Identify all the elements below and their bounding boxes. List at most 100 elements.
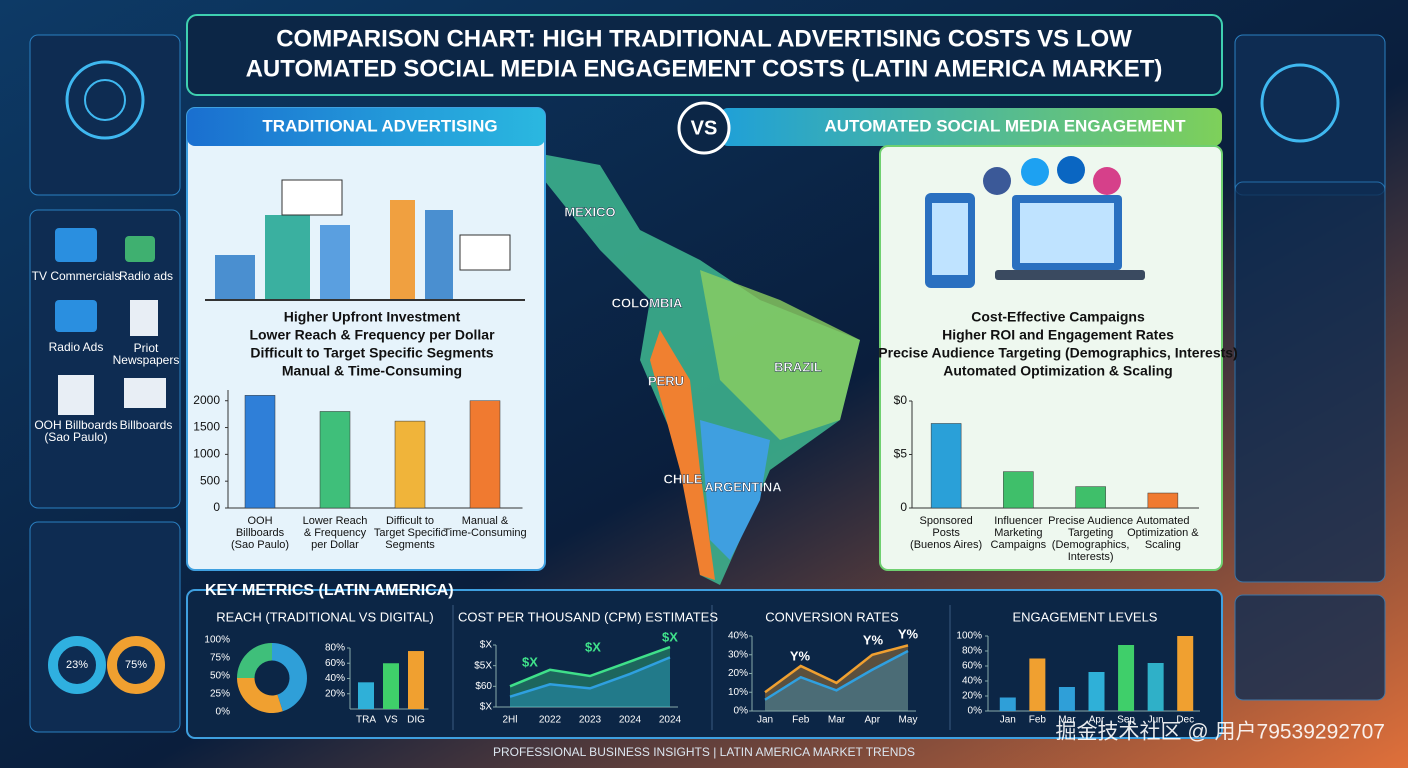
chart-title: CONVERSION RATES <box>765 609 899 624</box>
watermark: 掘金技术社区 @ 用户79539292707 <box>1056 721 1385 744</box>
bar <box>1029 658 1046 711</box>
mini-donut-label: 75% <box>125 659 147 671</box>
y-tick-label: 100% <box>956 631 982 642</box>
right-header <box>720 108 1222 146</box>
map-label: PERU <box>648 373 684 388</box>
sidebar-label: OOH Billboards (Sao Paulo) <box>34 418 117 444</box>
billboards-icon <box>124 378 166 408</box>
y-tick-label: 500 <box>200 473 220 487</box>
x-tick-label: Mar <box>828 715 846 726</box>
y-tick-label: 50% <box>210 671 230 682</box>
text-line: OOH Billboards <box>34 418 117 432</box>
x-tick-label: Jun <box>1148 715 1164 726</box>
chart-title: COST PER THOUSAND (CPM) ESTIMATES <box>458 609 718 624</box>
x-tick-label: Manual & Time-Consuming <box>443 515 526 539</box>
left-header <box>187 108 545 146</box>
x-tick-label: Feb <box>792 715 810 726</box>
annotation: $X <box>662 629 678 644</box>
left-point: Manual & Time-Consuming <box>282 363 462 379</box>
y-tick-label: $X <box>480 640 493 651</box>
sidebar-label: Billboards <box>120 418 173 432</box>
left-point: Difficult to Target Specific Segments <box>250 345 493 361</box>
y-tick-label: $0 <box>894 393 908 407</box>
annotation: Y% <box>863 632 884 647</box>
mini-donut-label: 23% <box>66 659 88 671</box>
sidebar-label: Priot Newspapers <box>113 341 180 367</box>
bar <box>999 697 1016 711</box>
donut-slice <box>272 643 307 712</box>
left-point: Higher Upfront Investment <box>284 309 461 325</box>
newspaper-icon <box>130 300 158 336</box>
donut-slice <box>237 678 283 713</box>
bar <box>394 420 426 509</box>
annotation: Y% <box>898 626 919 641</box>
y-tick-label: $5 <box>894 447 908 461</box>
text-line: Priot <box>134 341 159 355</box>
title: AUTOMATED SOCIAL MEDIA ENGAGEMENT COSTS … <box>246 55 1163 82</box>
side-widget <box>1234 594 1386 701</box>
map-region <box>650 330 715 580</box>
map-region <box>700 420 770 560</box>
side-widget <box>1234 34 1386 196</box>
bar <box>1147 663 1164 711</box>
y-tick-label: $X <box>480 702 493 713</box>
area <box>510 657 670 707</box>
text-line: Newspapers <box>113 353 180 367</box>
text-line: Billboards <box>236 527 285 539</box>
x-tick-label: VS <box>384 715 398 726</box>
map-label: BRAZIL <box>774 359 822 374</box>
text-line: Posts <box>932 527 960 539</box>
text-line: Manual & <box>462 515 509 527</box>
text-line: Difficult to <box>386 515 434 527</box>
y-tick-label: 2000 <box>193 393 220 407</box>
x-tick-label: OOH Billboards (Sao Paulo) <box>231 515 289 551</box>
y-tick-label: 80% <box>962 646 982 657</box>
y-tick-label: 75% <box>210 653 230 664</box>
bar <box>408 651 424 709</box>
billboard-icon <box>58 375 94 415</box>
right-point: Higher ROI and Engagement Rates <box>942 327 1174 343</box>
side-widget <box>1234 181 1386 583</box>
y-tick-label: 0% <box>216 707 231 718</box>
text-line: Automated <box>1136 515 1189 527</box>
tv-icon <box>55 228 97 262</box>
sidebar-label: TV Commercials <box>32 269 121 283</box>
x-tick-label: Lower Reach & Frequency per Dollar <box>303 515 368 551</box>
metrics-heading: KEY METRICS (LATIN AMERICA) <box>205 582 454 599</box>
radar-icon <box>1260 63 1340 143</box>
y-tick-label: 20% <box>728 668 748 679</box>
x-tick-label: Jan <box>1000 715 1016 726</box>
map-label: COLOMBIA <box>612 295 683 310</box>
x-tick-label: 2023 <box>579 715 602 726</box>
text-line: Precise Audience <box>1048 515 1133 527</box>
text-line: Interests) <box>1068 551 1114 563</box>
y-tick-label: 0% <box>968 706 983 717</box>
y-tick-label: 60% <box>325 658 345 669</box>
text-line: Targeting <box>1068 527 1113 539</box>
chart-title: REACH (TRADITIONAL VS DIGITAL) <box>216 609 433 624</box>
x-tick-label: Mar <box>1058 715 1076 726</box>
area <box>765 651 908 711</box>
map-label: ARGENTINA <box>704 479 782 494</box>
metrics-panel <box>186 589 1223 739</box>
text-line: Lower Reach <box>303 515 368 527</box>
text-line: (Sao Paulo) <box>44 430 107 444</box>
line <box>764 644 909 694</box>
y-tick-label: 20% <box>325 688 345 699</box>
map-label: MEXICO <box>564 204 615 219</box>
map <box>520 150 860 585</box>
bar <box>383 663 399 709</box>
x-tick-label: DIG <box>407 715 425 726</box>
map-label: CHILE <box>664 471 703 486</box>
sidebar-label: Radio Ads <box>49 340 104 354</box>
y-tick-label: 10% <box>728 687 748 698</box>
text-line: Segments <box>385 539 435 551</box>
y-tick-label: $60 <box>475 681 492 692</box>
bar <box>1075 486 1106 509</box>
annotation: Y% <box>790 648 811 663</box>
right-point: Automated Optimization & Scaling <box>943 363 1172 379</box>
bar <box>1088 672 1105 711</box>
vs-badge <box>677 101 731 155</box>
line <box>764 649 909 701</box>
chart-title: ENGAGEMENT LEVELS <box>1013 609 1158 624</box>
